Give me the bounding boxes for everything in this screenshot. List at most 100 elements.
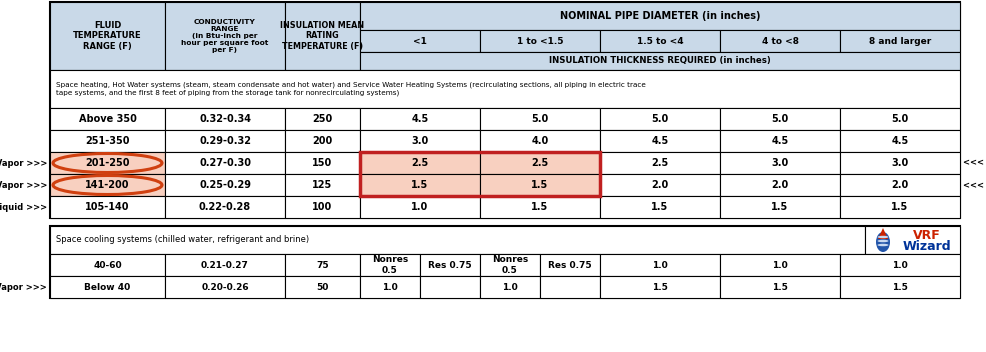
Text: Space heating, Hot Water systems (steam, steam condensate and hot water) and Ser: Space heating, Hot Water systems (steam,… xyxy=(56,82,646,96)
Text: Nonres
0.5: Nonres 0.5 xyxy=(372,255,408,275)
Text: 1.5: 1.5 xyxy=(411,180,429,190)
Bar xyxy=(540,276,600,298)
Bar xyxy=(360,152,480,174)
Bar xyxy=(420,254,480,276)
Bar xyxy=(50,254,165,276)
Text: 1.5: 1.5 xyxy=(531,202,548,212)
Text: 100: 100 xyxy=(313,202,332,212)
Bar xyxy=(720,130,840,152)
Bar xyxy=(720,254,840,276)
Text: 1.0: 1.0 xyxy=(772,260,788,270)
Text: 1.0: 1.0 xyxy=(411,202,429,212)
Bar xyxy=(360,174,480,196)
Text: 3.0: 3.0 xyxy=(411,136,429,146)
Text: FLUID
TEMPERATURE
RANGE (F): FLUID TEMPERATURE RANGE (F) xyxy=(73,21,142,51)
Text: 125: 125 xyxy=(313,180,332,190)
Text: 2.5: 2.5 xyxy=(531,158,548,168)
Text: 2.0: 2.0 xyxy=(891,180,909,190)
Text: 3.0: 3.0 xyxy=(771,158,789,168)
Bar xyxy=(50,226,865,254)
Bar xyxy=(50,70,960,108)
Ellipse shape xyxy=(878,236,888,238)
Bar xyxy=(285,108,360,130)
Text: 1.0: 1.0 xyxy=(892,260,908,270)
Text: 40-60: 40-60 xyxy=(94,260,122,270)
Text: 0.20-0.26: 0.20-0.26 xyxy=(201,283,248,291)
Text: 5.0: 5.0 xyxy=(891,114,909,124)
Text: 1.5: 1.5 xyxy=(652,202,669,212)
Bar xyxy=(50,108,165,130)
Text: INSULATION MEAN
RATING
TEMPERATURE (F): INSULATION MEAN RATING TEMPERATURE (F) xyxy=(280,21,365,51)
Bar xyxy=(840,196,960,218)
Bar xyxy=(285,130,360,152)
Text: Space cooling systems (chilled water, refrigerant and brine): Space cooling systems (chilled water, re… xyxy=(56,235,310,245)
Text: NOMINAL PIPE DIAMETER (in inches): NOMINAL PIPE DIAMETER (in inches) xyxy=(560,11,760,21)
Text: CONDUCTIVITY
RANGE
(in Btu-inch per
hour per square foot
per F): CONDUCTIVITY RANGE (in Btu-inch per hour… xyxy=(181,19,269,53)
Bar xyxy=(285,2,360,70)
Bar xyxy=(840,30,960,52)
Text: Nonres
0.5: Nonres 0.5 xyxy=(492,255,528,275)
Bar xyxy=(360,2,960,30)
Bar xyxy=(285,174,360,196)
Bar xyxy=(50,226,960,298)
Text: 0.25-0.29: 0.25-0.29 xyxy=(199,180,251,190)
Bar xyxy=(285,276,360,298)
Text: 1.5: 1.5 xyxy=(531,180,548,190)
Bar xyxy=(865,226,960,254)
Text: 1 to <1.5: 1 to <1.5 xyxy=(517,37,563,45)
Bar xyxy=(480,174,600,196)
Text: Wizard: Wizard xyxy=(903,240,951,253)
Bar xyxy=(840,276,960,298)
Bar xyxy=(600,276,720,298)
Text: 5.0: 5.0 xyxy=(652,114,669,124)
Bar xyxy=(600,196,720,218)
Bar xyxy=(600,152,720,174)
Bar xyxy=(720,174,840,196)
Bar xyxy=(360,152,600,196)
Text: 0.21-0.27: 0.21-0.27 xyxy=(201,260,248,270)
Text: <1: <1 xyxy=(413,37,427,45)
Text: 0.22-0.28: 0.22-0.28 xyxy=(199,202,251,212)
Text: 150: 150 xyxy=(313,158,332,168)
Bar xyxy=(480,152,600,174)
Bar xyxy=(840,108,960,130)
Bar xyxy=(360,52,960,70)
Bar xyxy=(720,152,840,174)
Text: 2.0: 2.0 xyxy=(771,180,789,190)
Text: 4.5: 4.5 xyxy=(411,114,429,124)
Text: 3.0: 3.0 xyxy=(891,158,909,168)
Bar xyxy=(480,196,600,218)
Bar xyxy=(50,276,165,298)
Text: 2.5: 2.5 xyxy=(652,158,669,168)
Text: 1.5: 1.5 xyxy=(892,283,908,291)
Text: HP Vapor >>>: HP Vapor >>> xyxy=(0,181,47,189)
Bar xyxy=(360,130,480,152)
Text: HP Vapor >>>: HP Vapor >>> xyxy=(0,158,47,168)
Text: 0.27-0.30: 0.27-0.30 xyxy=(199,158,251,168)
Bar xyxy=(720,196,840,218)
Text: 1.5 to <4: 1.5 to <4 xyxy=(637,37,683,45)
Bar xyxy=(480,276,540,298)
Bar xyxy=(480,108,600,130)
Text: 0.32-0.34: 0.32-0.34 xyxy=(199,114,251,124)
Bar xyxy=(165,196,285,218)
Text: Below 40: Below 40 xyxy=(85,283,130,291)
Bar xyxy=(50,196,165,218)
Text: Liquid >>>: Liquid >>> xyxy=(0,202,47,212)
Text: 8 and larger: 8 and larger xyxy=(869,37,931,45)
Text: 2.5: 2.5 xyxy=(411,158,429,168)
Bar xyxy=(480,254,540,276)
Bar xyxy=(360,276,420,298)
Text: 0.29-0.32: 0.29-0.32 xyxy=(199,136,251,146)
Text: 1.5: 1.5 xyxy=(772,283,788,291)
Text: 105-140: 105-140 xyxy=(85,202,130,212)
Bar xyxy=(50,2,165,70)
Bar xyxy=(480,30,600,52)
Polygon shape xyxy=(878,228,888,239)
Text: 4.5: 4.5 xyxy=(771,136,789,146)
Bar xyxy=(165,254,285,276)
Text: 201-250: 201-250 xyxy=(85,158,130,168)
Bar xyxy=(480,130,600,152)
Text: 4.5: 4.5 xyxy=(652,136,669,146)
Bar xyxy=(360,30,480,52)
